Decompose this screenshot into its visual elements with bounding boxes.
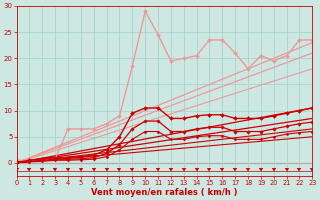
X-axis label: Vent moyen/en rafales ( km/h ): Vent moyen/en rafales ( km/h ) [91,188,238,197]
